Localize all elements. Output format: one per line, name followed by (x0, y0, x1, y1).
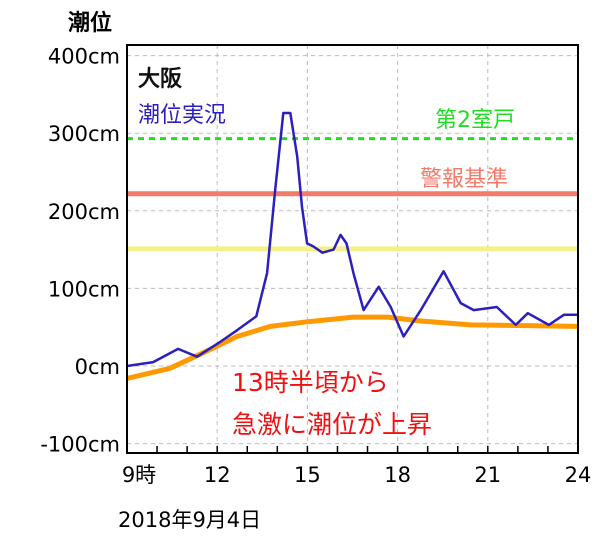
series-line (126, 314, 579, 381)
x-tick-label: 12 (204, 463, 231, 487)
y-tick-label: -100cm (40, 433, 120, 457)
x-ticks: 9時 12 15 18 21 24 (122, 446, 592, 487)
chart-title: 大阪 (138, 67, 182, 92)
y-ticks: 400cm 300cm 200cm 100cm 0cm -100cm (40, 45, 120, 457)
x-tick-label: 21 (474, 463, 501, 487)
x-tick-label: 24 (565, 463, 592, 487)
y-tick-label: 400cm (48, 45, 120, 69)
y-tick-label: 200cm (48, 200, 120, 224)
legend-observed: 潮位実況 (138, 103, 226, 128)
reference-lines (127, 137, 578, 252)
label-warning: 警報基準 (420, 167, 508, 192)
y-tick-label: 300cm (48, 122, 120, 146)
plot-frame (126, 44, 579, 454)
y-tick-label: 100cm (48, 277, 120, 301)
series-line (126, 111, 578, 368)
x-tick-label: 15 (294, 463, 321, 487)
y-tick-label: 0cm (75, 355, 120, 379)
label-muroto2: 第2室戸 (435, 108, 515, 133)
x-axis-label: 2018年9月4日 (118, 508, 261, 532)
y-axis-label: 潮位 (68, 10, 112, 36)
x-tick-label: 18 (384, 463, 411, 487)
annotation-line-2: 急激に潮位が上昇 (232, 410, 432, 439)
annotation-line-1: 13時半頃から (232, 368, 389, 397)
x-tick-label: 9時 (122, 463, 156, 487)
series-lines (126, 111, 579, 381)
